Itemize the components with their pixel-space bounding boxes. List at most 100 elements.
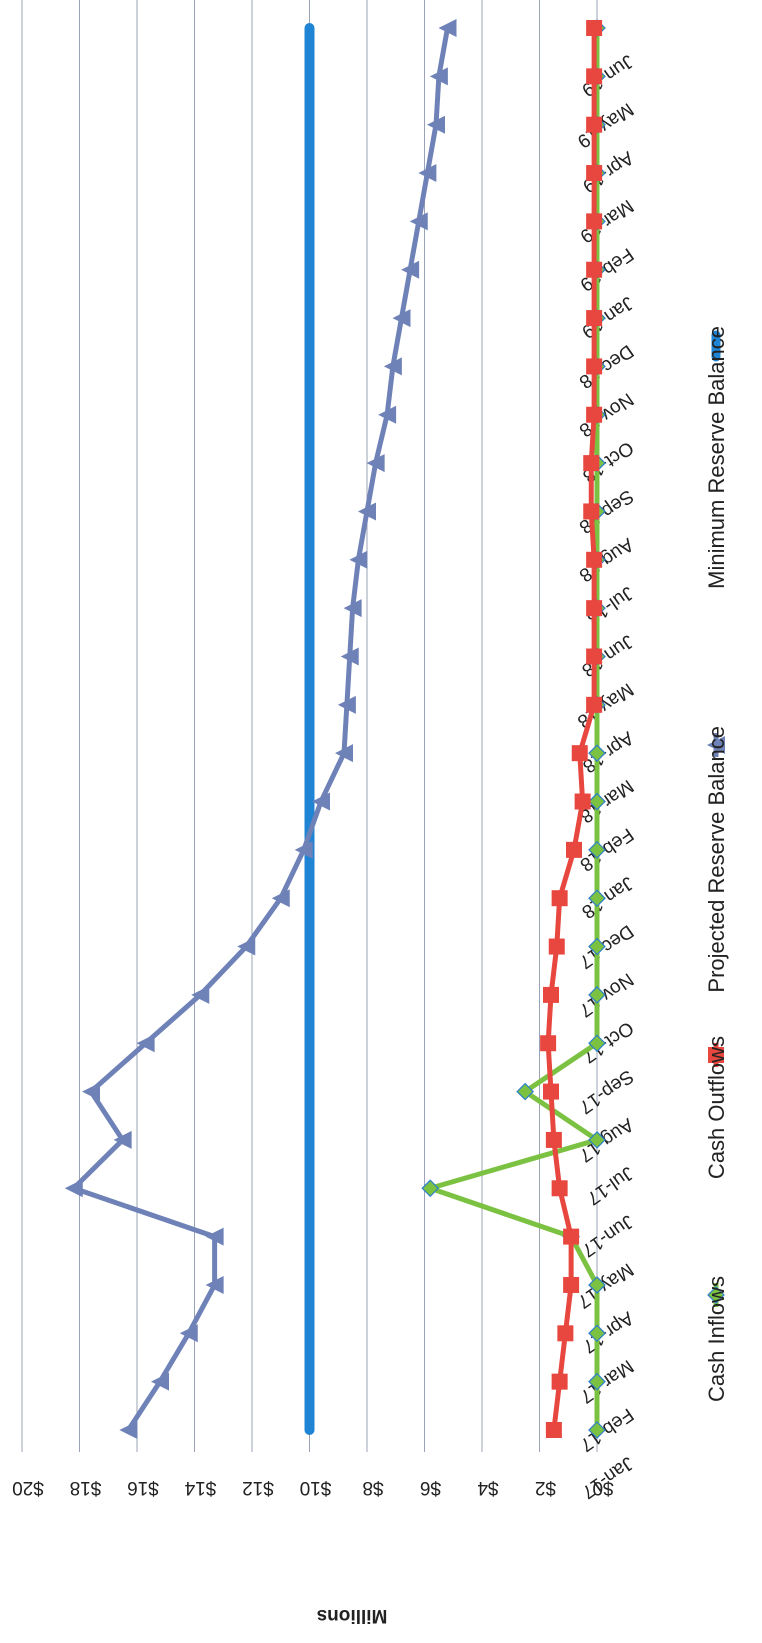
data-point-square: [586, 20, 603, 36]
data-point-triangle: [64, 1179, 83, 1198]
legend: Cash Inflows Cash Outflows Projected Reser…: [704, 326, 729, 1402]
legend-item: Projected Reserve Balance: [704, 726, 729, 993]
x-tick-label: Jul-17: [583, 1162, 637, 1209]
data-point-triangle: [343, 599, 362, 618]
data-point-triangle: [312, 792, 330, 811]
data-point-triangle: [337, 695, 356, 714]
data-point-triangle: [427, 115, 445, 134]
data-point-triangle: [438, 19, 457, 37]
data-point-triangle: [349, 550, 368, 569]
y-tick-label: $18: [70, 1477, 102, 1498]
x-tick-label: Apr-17: [578, 1307, 637, 1357]
data-point-triangle: [179, 1324, 198, 1343]
data-point-triangle: [340, 647, 359, 666]
data-point-square: [563, 1228, 580, 1245]
y-tick-label: $0: [592, 1477, 613, 1498]
data-point-square: [586, 696, 603, 713]
series-lines: [64, 19, 606, 1439]
data-point-diamond: [588, 889, 606, 908]
x-tick-label: Aug-17: [575, 1113, 637, 1165]
data-point-triangle: [82, 1082, 100, 1101]
data-point-diamond: [588, 792, 606, 811]
data-point-diamond: [588, 1372, 606, 1391]
data-point-triangle: [429, 67, 448, 86]
data-point-square: [583, 455, 600, 472]
data-point-square: [545, 1131, 562, 1148]
data-point-square: [548, 938, 565, 955]
data-point-diamond: [588, 1421, 606, 1439]
data-point-triangle: [151, 1372, 169, 1391]
y-tick-label: $20: [12, 1477, 44, 1498]
data-point-triangle: [383, 357, 402, 376]
x-tick-label: Jan-18: [578, 872, 638, 923]
data-point-triangle: [205, 1275, 224, 1294]
data-point-square: [574, 793, 591, 810]
y-tick-label: $2: [535, 1477, 556, 1498]
data-point-triangle: [409, 212, 428, 231]
series-line: [427, 25, 600, 1433]
data-point-triangle: [113, 1130, 132, 1149]
x-tick-label: Jun-17: [578, 1210, 638, 1261]
data-point-square: [586, 648, 603, 665]
series-cash-inflows: [421, 19, 606, 1439]
x-tick-label: Feb-19: [576, 243, 637, 295]
x-tick-label: Dec-18: [575, 340, 637, 392]
data-point-square: [586, 406, 603, 423]
y-tick-label: $16: [127, 1477, 159, 1498]
data-point-triangle: [136, 1034, 155, 1053]
data-point-square: [571, 745, 588, 762]
data-point-triangle: [119, 1421, 138, 1439]
x-tick-label: Aug-18: [575, 533, 637, 585]
data-point-triangle: [335, 744, 353, 763]
data-point-triangle: [401, 260, 420, 279]
data-point-square: [566, 841, 582, 858]
legend-item: Cash Inflows: [704, 1276, 729, 1402]
data-point-diamond: [588, 1034, 606, 1053]
series-projected-reserve-balance: [64, 19, 457, 1439]
x-tick-label: Nov-17: [575, 968, 637, 1020]
data-point-diamond: [588, 1276, 606, 1294]
data-point-diamond: [516, 1082, 534, 1101]
data-point-triangle: [358, 502, 376, 521]
series-line: [71, 25, 450, 1433]
data-point-square: [586, 600, 603, 617]
data-point-diamond: [588, 744, 606, 763]
data-point-square: [545, 1422, 562, 1438]
y-tick-label: $12: [242, 1477, 274, 1498]
legend-label: Cash Outflows: [704, 1036, 729, 1179]
data-point-square: [583, 503, 600, 520]
data-point-square: [586, 68, 603, 85]
data-point-square: [586, 358, 603, 375]
data-point-square: [563, 1276, 580, 1293]
data-point-triangle: [205, 1227, 224, 1246]
data-point-diamond: [588, 986, 606, 1004]
data-point-square: [551, 1180, 568, 1197]
y-tick-label: $6: [420, 1477, 441, 1498]
x-tick-label: Dec-17: [575, 920, 637, 972]
data-point-diamond: [588, 841, 606, 859]
data-point-triangle: [707, 736, 725, 754]
y-tick-label: $8: [362, 1477, 383, 1498]
data-point-square: [540, 1035, 557, 1052]
legend-label: Projected Reserve Balance: [704, 726, 729, 993]
data-point-diamond: [421, 1179, 440, 1198]
x-tick-label: Sep-17: [575, 1065, 637, 1117]
data-point-square: [543, 1083, 559, 1100]
legend-item: Minimum Reserve Balance: [704, 326, 729, 589]
data-point-square: [586, 213, 603, 230]
y-tick-label: $14: [184, 1477, 216, 1498]
data-point-triangle: [271, 889, 290, 908]
legend-label: Minimum Reserve Balance: [704, 326, 729, 589]
x-tick-label: Mar-17: [576, 1355, 637, 1407]
data-point-triangle: [294, 840, 313, 859]
series-line: [545, 25, 597, 1433]
data-point-square: [551, 1373, 568, 1390]
data-point-triangle: [418, 164, 437, 183]
data-point-square: [557, 1325, 574, 1342]
y-tick-label: $4: [477, 1477, 499, 1498]
data-point-square: [708, 1047, 724, 1063]
data-point-square: [586, 116, 603, 133]
data-point-diamond: [588, 937, 606, 956]
